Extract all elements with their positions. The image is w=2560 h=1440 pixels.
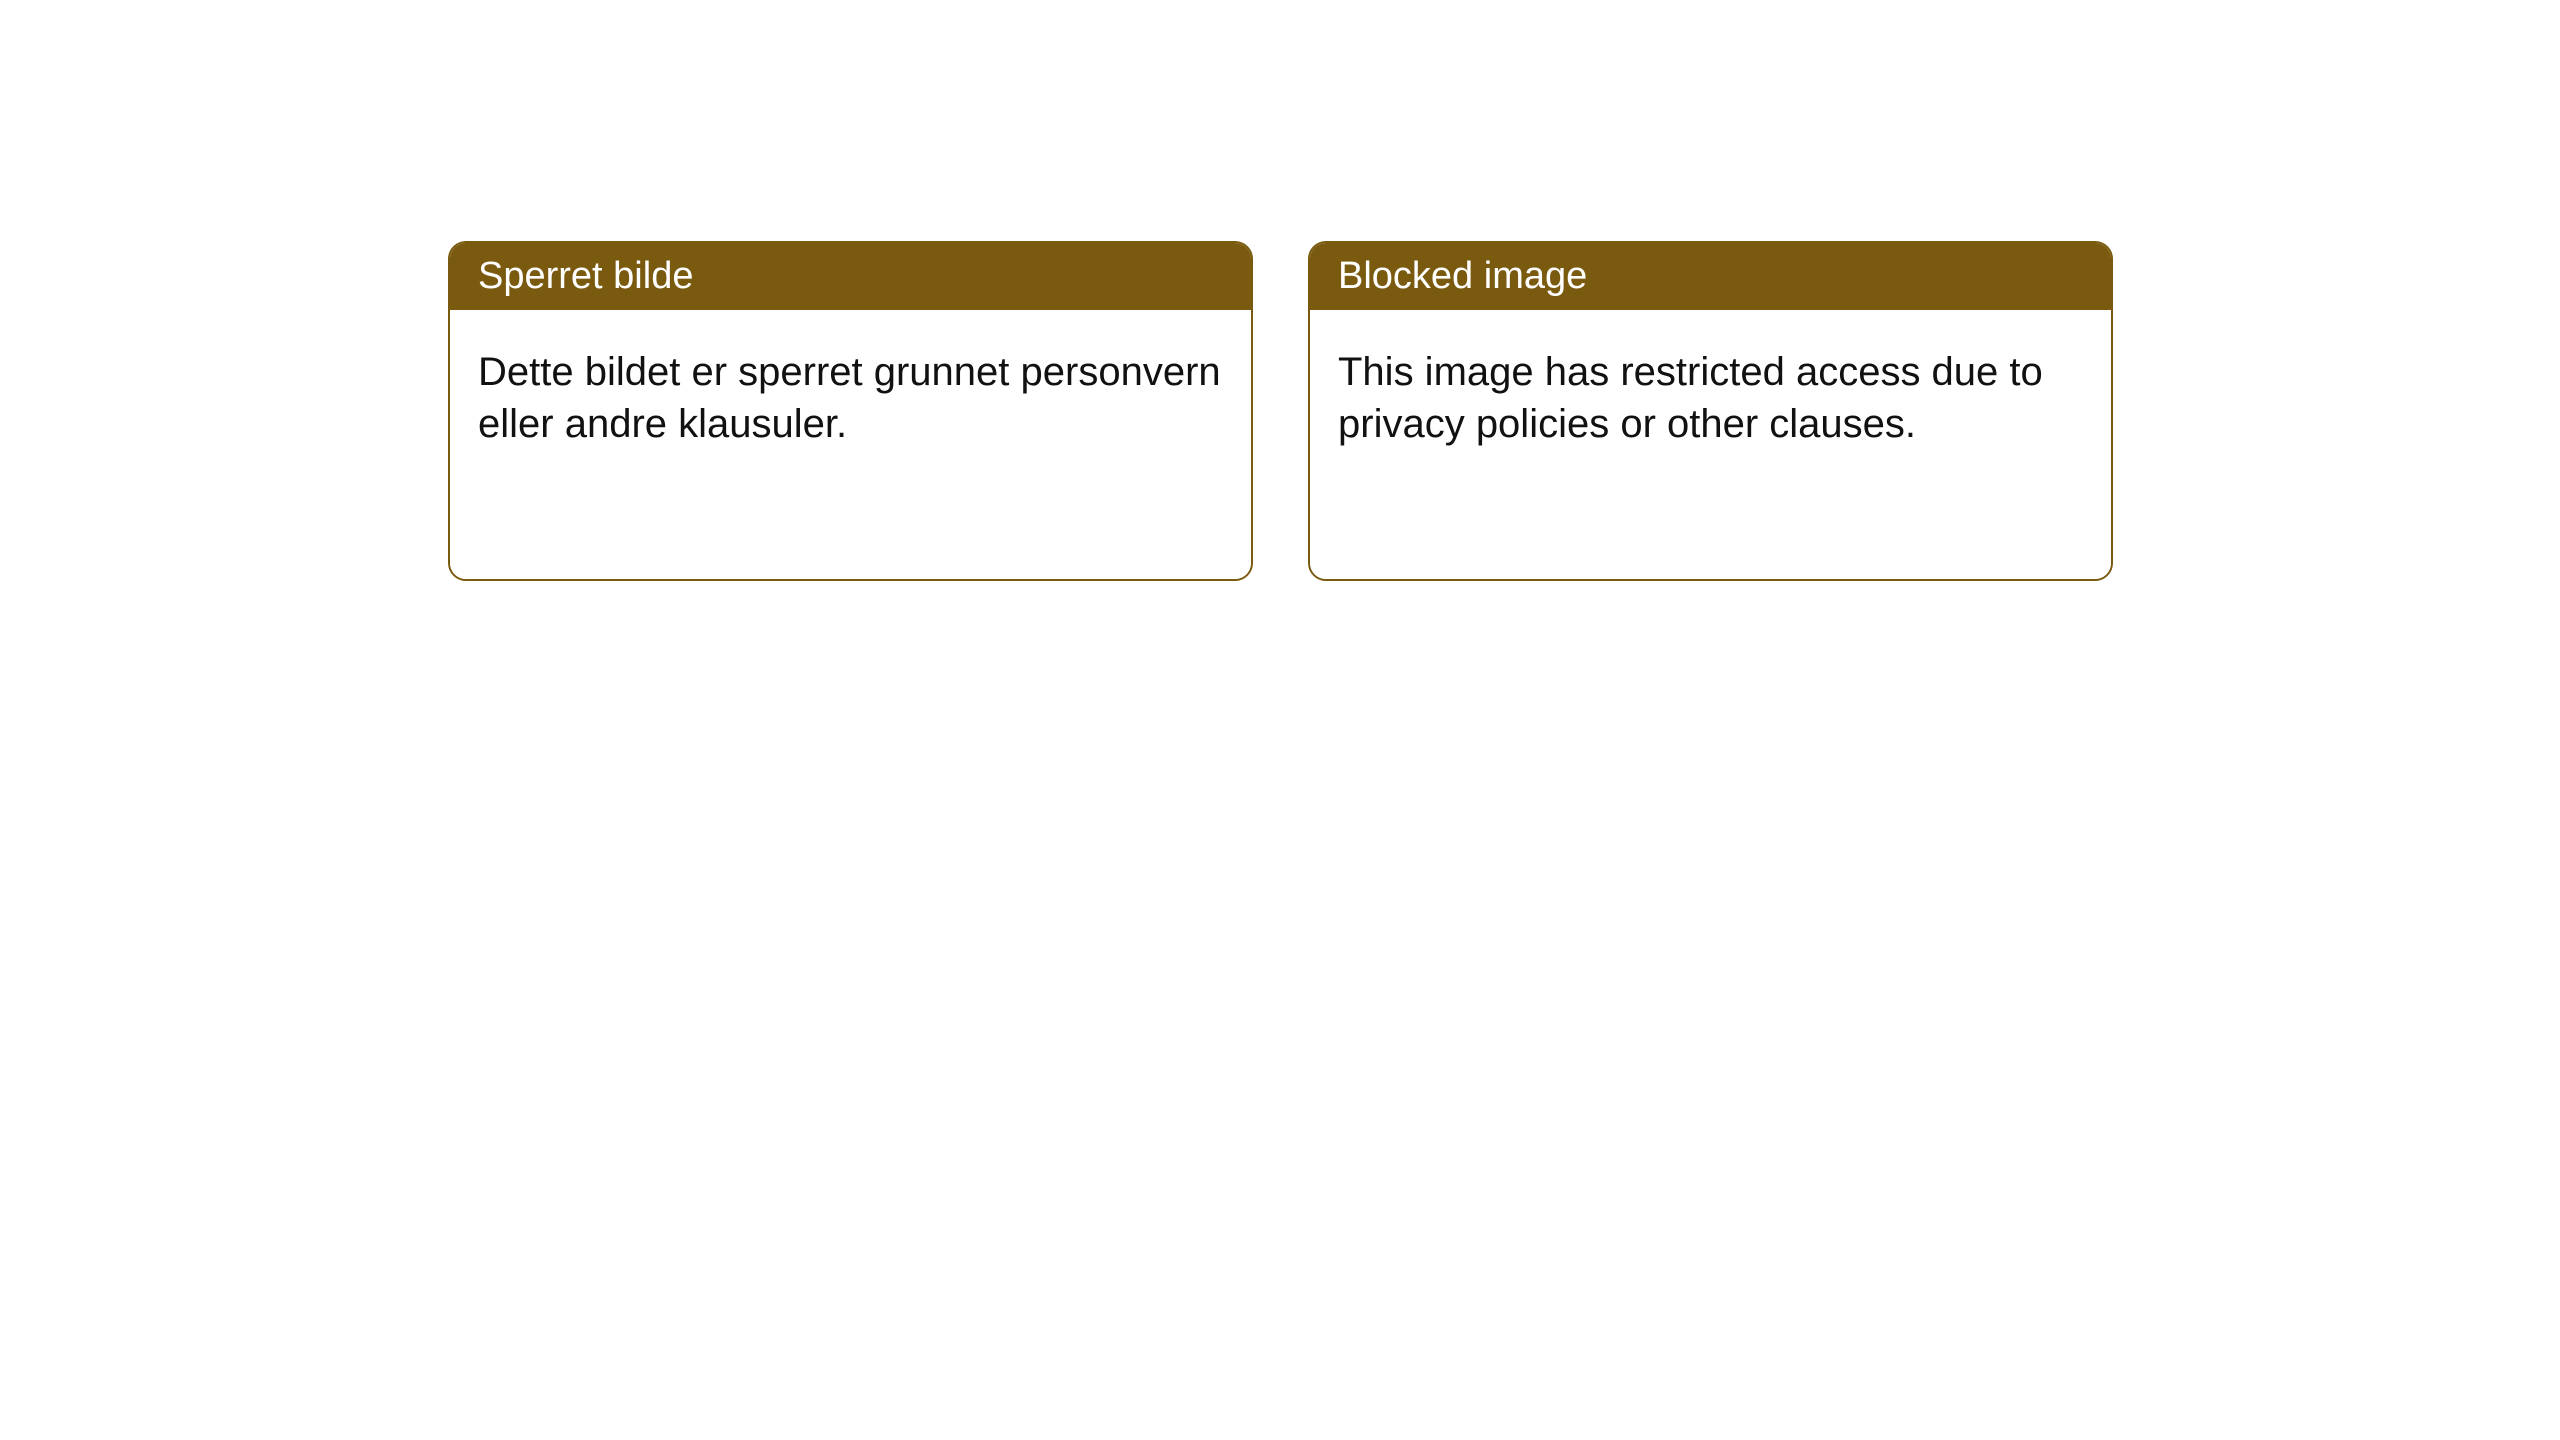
notice-body: This image has restricted access due to … xyxy=(1310,310,2111,579)
notice-container: Sperret bilde Dette bildet er sperret gr… xyxy=(448,241,2113,581)
notice-body-text: Dette bildet er sperret grunnet personve… xyxy=(478,350,1221,446)
notice-title: Sperret bilde xyxy=(478,255,693,297)
notice-body-text: This image has restricted access due to … xyxy=(1338,350,2043,446)
notice-title: Blocked image xyxy=(1338,255,1587,297)
notice-box-english: Blocked image This image has restricted … xyxy=(1308,241,2113,581)
notice-box-norwegian: Sperret bilde Dette bildet er sperret gr… xyxy=(448,241,1253,581)
notice-header: Sperret bilde xyxy=(450,243,1251,310)
notice-header: Blocked image xyxy=(1310,243,2111,310)
notice-body: Dette bildet er sperret grunnet personve… xyxy=(450,310,1251,579)
